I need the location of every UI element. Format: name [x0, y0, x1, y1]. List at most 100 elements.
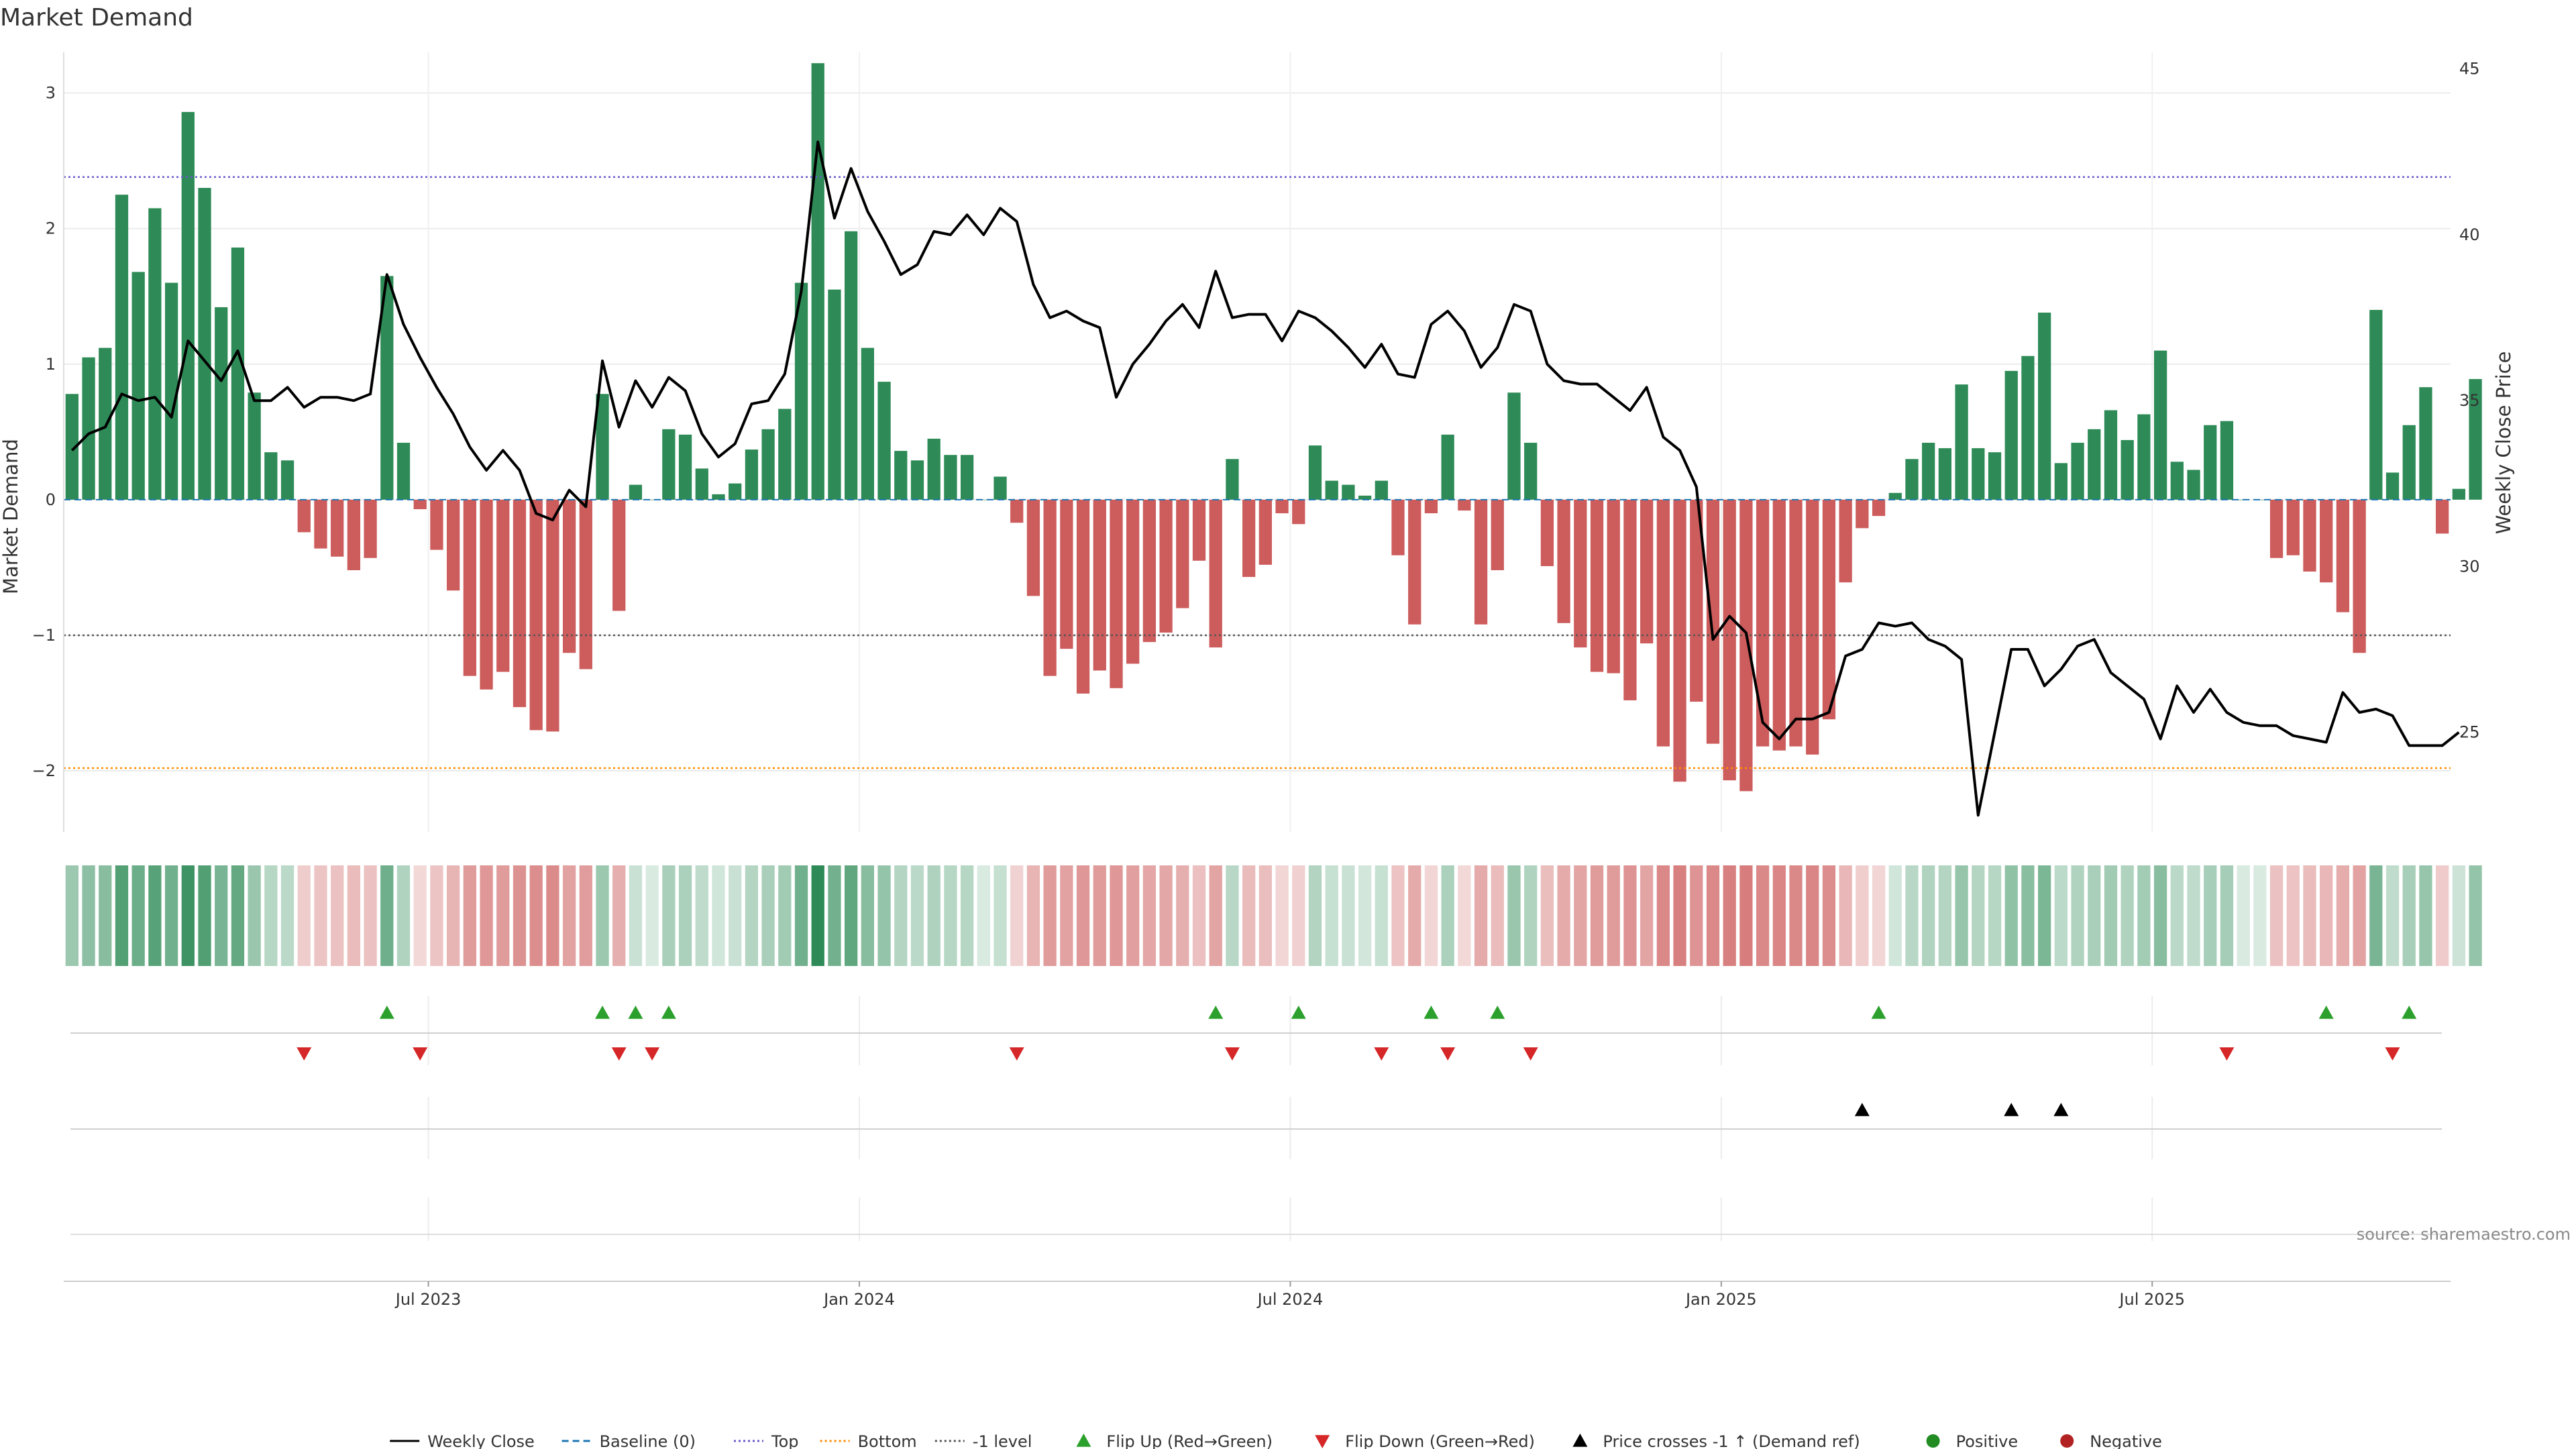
heat-cell — [1391, 865, 1405, 966]
demand-bar — [596, 394, 609, 500]
demand-bar — [2121, 439, 2134, 500]
heat-cell — [1424, 865, 1438, 966]
heat-cell — [1159, 865, 1173, 966]
heat-cell — [364, 865, 377, 966]
heat-cell — [1590, 865, 1604, 966]
flip-down-marker — [1374, 1047, 1389, 1061]
heat-cell — [1275, 865, 1289, 966]
heat-cell — [1888, 865, 1902, 966]
heat-cell — [2336, 865, 2350, 966]
flip-up-marker — [595, 1006, 610, 1019]
heat-cell — [579, 865, 592, 966]
heat-cell — [712, 865, 725, 966]
heat-cell — [1010, 865, 1024, 966]
demand-bar — [1524, 443, 1538, 500]
demand-bar — [1507, 392, 1521, 500]
heat-cell — [1043, 865, 1057, 966]
heat-cell — [1772, 865, 1786, 966]
heat-cell — [1408, 865, 1421, 966]
demand-bar — [65, 394, 78, 500]
heat-cell — [2054, 865, 2068, 966]
legend: Weekly Close Baseline (0) Top Bottom -1 leve… — [390, 1432, 2162, 1449]
legend-label: Flip Up (Red→Green) — [1106, 1432, 1273, 1449]
heat-cell — [927, 865, 941, 966]
heat-cell — [2220, 865, 2234, 966]
demand-bar — [2170, 462, 2184, 500]
heat-cell — [529, 865, 543, 966]
demand-bar — [960, 455, 974, 500]
demand-bar — [1656, 499, 1670, 747]
demand-bar — [1441, 434, 1454, 500]
demand-bar — [1756, 499, 1770, 747]
demand-bar — [2088, 429, 2101, 500]
heat-cell — [413, 865, 427, 966]
y2-tick-label: 25 — [2459, 723, 2480, 742]
demand-bar — [2021, 356, 2035, 500]
y-tick-label: 2 — [46, 219, 56, 238]
heat-cell — [1474, 865, 1488, 966]
demand-bar — [2369, 309, 2383, 500]
flip-up-marker — [628, 1006, 643, 1019]
flip-down-marker — [611, 1047, 627, 1061]
heat-cell — [977, 865, 990, 966]
heat-cell — [645, 865, 659, 966]
heat-cell — [612, 865, 626, 966]
heat-cell — [2204, 865, 2217, 966]
x-tick-label: Jul 2025 — [2118, 1290, 2185, 1309]
legend-swatch — [1926, 1434, 1940, 1448]
grid-layer — [64, 52, 2451, 1241]
heat-cell — [1988, 865, 2002, 966]
price-layer — [70, 140, 2460, 817]
y2-tick-label: 45 — [2459, 60, 2480, 78]
demand-bar — [264, 452, 278, 500]
demand-bar — [1590, 499, 1604, 672]
demand-bar — [845, 231, 858, 500]
demand-bar — [1142, 499, 1157, 643]
demand-bar — [82, 357, 95, 500]
heat-cell — [1026, 865, 1040, 966]
heat-cell — [1226, 865, 1239, 966]
demand-bar — [347, 499, 361, 570]
demand-bar — [396, 443, 411, 500]
demand-bar — [2071, 443, 2084, 500]
demand-bar — [1739, 499, 1753, 792]
demand-bar — [1424, 499, 1438, 514]
demand-bar — [1607, 499, 1620, 674]
heat-cell — [910, 865, 924, 966]
heat-cell — [2004, 865, 2018, 966]
heat-cell — [1209, 865, 1222, 966]
demand-bar — [828, 289, 841, 500]
demand-bar — [1856, 499, 1869, 529]
legend-swatch — [1076, 1434, 1091, 1447]
heat-cell — [678, 865, 692, 966]
demand-bar — [297, 499, 311, 533]
heat-cell — [2021, 865, 2035, 966]
legend-label: Price crosses -1 ↑ (Demand ref) — [1603, 1432, 1860, 1449]
demand-bar — [2336, 499, 2350, 612]
demand-bar — [662, 429, 676, 500]
demand-bar — [2402, 425, 2416, 500]
heat-cell — [2385, 865, 2400, 966]
demand-bar — [164, 282, 178, 500]
heat-cell — [1458, 865, 1471, 966]
demand-bar — [148, 208, 162, 500]
heat-cell — [877, 865, 891, 966]
heat-cell — [1756, 865, 1770, 966]
demand-bar — [2137, 414, 2151, 500]
heat-cell — [1574, 865, 1587, 966]
heat-cell — [1640, 865, 1654, 966]
demand-bar — [712, 494, 725, 500]
demand-bar — [1342, 484, 1355, 500]
legend-label: Negative — [2090, 1432, 2162, 1449]
demand-bar — [248, 392, 261, 500]
demand-bar — [1690, 499, 1703, 702]
demand-bar — [480, 499, 493, 690]
heat-cell — [447, 865, 460, 966]
legend-item: Top — [734, 1432, 799, 1449]
heat-cell — [1557, 865, 1570, 966]
legend-swatch — [1315, 1435, 1330, 1448]
demand-bar — [861, 347, 874, 500]
heat-cell — [480, 865, 493, 966]
heat-cell — [994, 865, 1007, 966]
